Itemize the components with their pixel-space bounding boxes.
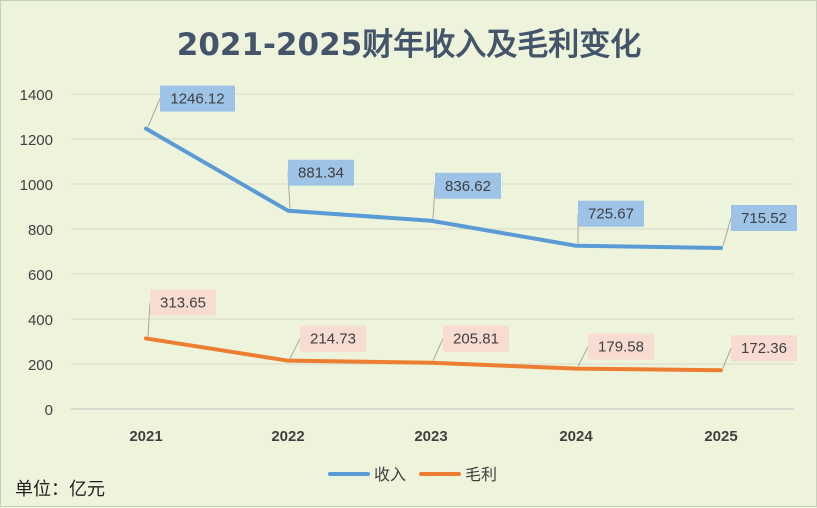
data-label-box: [150, 289, 216, 316]
data-label-box: [578, 200, 644, 227]
x-tick-label: 2023: [414, 428, 447, 445]
x-tick-label: 2021: [129, 428, 162, 445]
legend-label: 毛利: [465, 465, 497, 484]
data-label-box: [300, 325, 366, 352]
data-label: 205.81: [453, 331, 499, 348]
y-tick-label: 800: [28, 222, 53, 239]
data-label: 172.36: [741, 340, 787, 357]
unit-footnote: 单位：亿元: [15, 479, 105, 500]
data-label: 179.58: [598, 339, 644, 356]
y-tick-label: 600: [28, 267, 53, 284]
leader-line: [722, 217, 732, 247]
data-label-box: [731, 205, 797, 232]
data-label-box: [731, 335, 797, 362]
leader-line: [432, 338, 444, 361]
y-tick-label: 400: [28, 312, 53, 329]
x-tick-label: 2022: [271, 428, 304, 445]
data-label: 1246.12: [170, 91, 224, 108]
data-label-box: [443, 325, 509, 352]
data-label: 715.52: [741, 210, 787, 227]
leader-line: [577, 346, 589, 367]
data-label-box: [588, 333, 654, 360]
leader-line: [289, 338, 301, 359]
chart-title: 2021-2025财年收入及毛利变化: [177, 27, 641, 63]
y-tick-label: 1200: [20, 132, 53, 149]
leader-line: [147, 302, 151, 337]
x-tick-label: 2024: [559, 428, 593, 445]
leader-line: [432, 185, 436, 219]
y-tick-label: 1400: [20, 87, 53, 104]
data-label: 214.73: [310, 331, 356, 348]
x-tick-label: 2025: [704, 428, 737, 445]
y-tick-label: 200: [28, 357, 53, 374]
data-label-box: [160, 85, 235, 112]
data-label: 836.62: [445, 178, 491, 195]
leader-line: [722, 348, 732, 369]
series-line-revenue: [144, 126, 723, 251]
y-tick-label: 0: [45, 402, 53, 419]
legend-label: 收入: [374, 465, 406, 484]
y-tick-label: 1000: [20, 177, 53, 194]
data-label-box: [288, 159, 354, 186]
leader-line: [147, 98, 161, 127]
data-label: 725.67: [588, 206, 634, 223]
data-label: 313.65: [160, 294, 206, 311]
data-label: 881.34: [298, 165, 344, 182]
data-label-box: [435, 172, 501, 199]
series-line-gross-profit: [144, 336, 723, 373]
